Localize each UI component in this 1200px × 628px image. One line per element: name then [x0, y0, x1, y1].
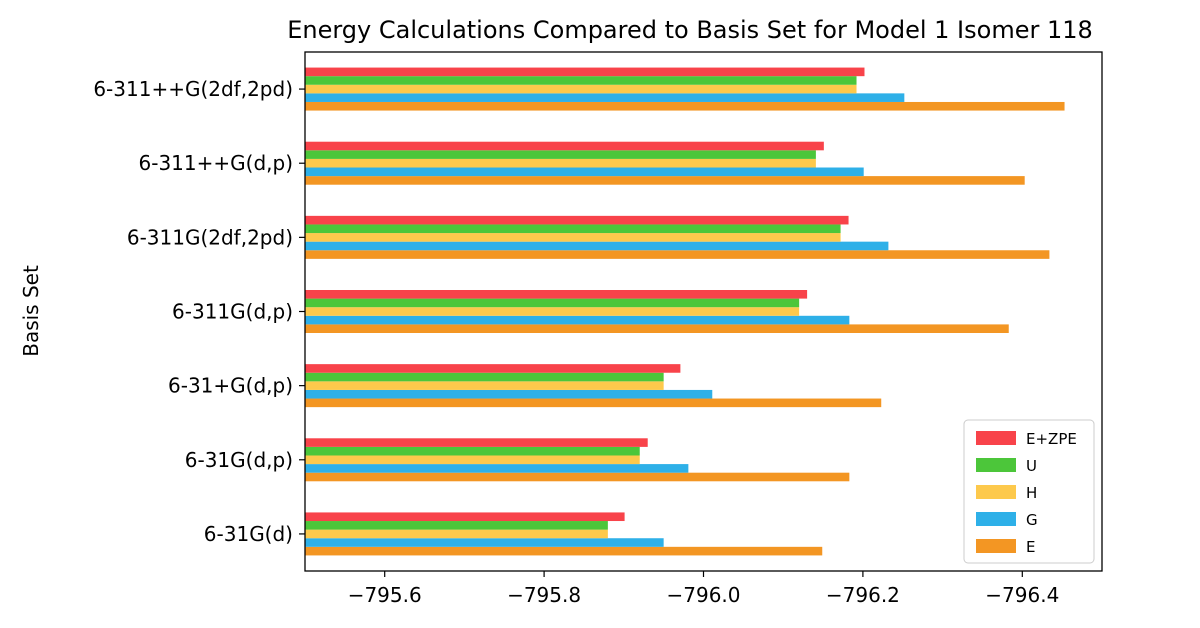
bar-h-3 — [305, 307, 800, 316]
bar-h-2 — [305, 381, 664, 390]
bar-h-1 — [305, 455, 640, 465]
y-tick-group: 6-31G(d) 6-31G(d,p) 6-31+G(d,p) 6-311G(d,p)… — [93, 77, 305, 546]
bar-e-5 — [305, 176, 1025, 185]
bar-g-2 — [305, 389, 713, 399]
bars-group — [305, 67, 1065, 556]
bar-u-3 — [305, 298, 800, 308]
y-tick-label: 6-31+G(d,p) — [168, 374, 293, 398]
bar-u-1 — [305, 446, 640, 456]
bar-g-0 — [305, 538, 664, 547]
bar-h-6 — [305, 84, 857, 94]
legend-label-e-zpe: E+ZPE — [1026, 430, 1077, 448]
bar-u-0 — [305, 521, 608, 530]
y-axis-label: Basis Set — [19, 265, 43, 357]
bar-e-zpe-6 — [305, 67, 865, 77]
bar-e-2 — [305, 398, 882, 408]
legend-swatch-e — [976, 539, 1016, 553]
bar-h-0 — [305, 529, 608, 539]
bar-g-1 — [305, 464, 689, 473]
bar-e-zpe-0 — [305, 512, 625, 522]
bar-g-3 — [305, 315, 850, 325]
bar-g-4 — [305, 241, 889, 251]
x-tick-label: −796.4 — [985, 583, 1059, 607]
bar-u-2 — [305, 372, 664, 382]
legend-swatch-h — [976, 485, 1016, 499]
bar-e-zpe-1 — [305, 438, 648, 447]
x-tick-label: −796.2 — [826, 583, 900, 607]
bar-g-5 — [305, 167, 864, 177]
bar-u-5 — [305, 150, 816, 159]
legend-swatch-u — [976, 458, 1016, 472]
bar-e-1 — [305, 472, 850, 482]
bar-e-3 — [305, 324, 1009, 333]
bar-e-4 — [305, 250, 1050, 259]
bar-g-6 — [305, 93, 905, 102]
x-tick-label: −795.6 — [348, 583, 422, 607]
legend-label-g: G — [1026, 511, 1038, 529]
legend-label-u: U — [1026, 457, 1037, 475]
bar-h-5 — [305, 158, 816, 168]
bar-e-zpe-4 — [305, 215, 849, 225]
bar-e-zpe-3 — [305, 290, 808, 299]
y-tick-label: 6-311G(d,p) — [172, 300, 293, 324]
plot-frame — [304, 51, 1103, 572]
bar-e-zpe-5 — [305, 141, 824, 151]
x-tick-label: −796.0 — [666, 583, 740, 607]
y-tick-label: 6-31G(d,p) — [185, 448, 293, 472]
legend-label-h: H — [1026, 484, 1037, 502]
bar-u-6 — [305, 76, 857, 85]
y-tick-label: 6-311G(2df,2pd) — [127, 225, 293, 249]
y-tick-label: 6-311++G(2df,2pd) — [93, 77, 293, 101]
legend-swatch-e-zpe — [976, 431, 1016, 445]
y-tick-label: 6-311++G(d,p) — [139, 151, 293, 175]
x-tick-group: −795.6 −795.8 −796.0 −796.2 −796.4 — [348, 571, 1059, 607]
legend-label-e: E — [1026, 538, 1035, 556]
legend-swatch-g — [976, 512, 1016, 526]
bar-e-zpe-2 — [305, 364, 681, 373]
legend-frame — [963, 419, 1095, 564]
chart-title: Energy Calculations Compared to Basis Se… — [287, 16, 1093, 44]
bar-e-6 — [305, 101, 1065, 111]
y-tick-label: 6-31G(d) — [204, 522, 293, 546]
x-tick-label: −795.8 — [507, 583, 581, 607]
bar-e-0 — [305, 546, 823, 556]
bar-h-4 — [305, 233, 841, 242]
bar-u-4 — [305, 224, 841, 234]
